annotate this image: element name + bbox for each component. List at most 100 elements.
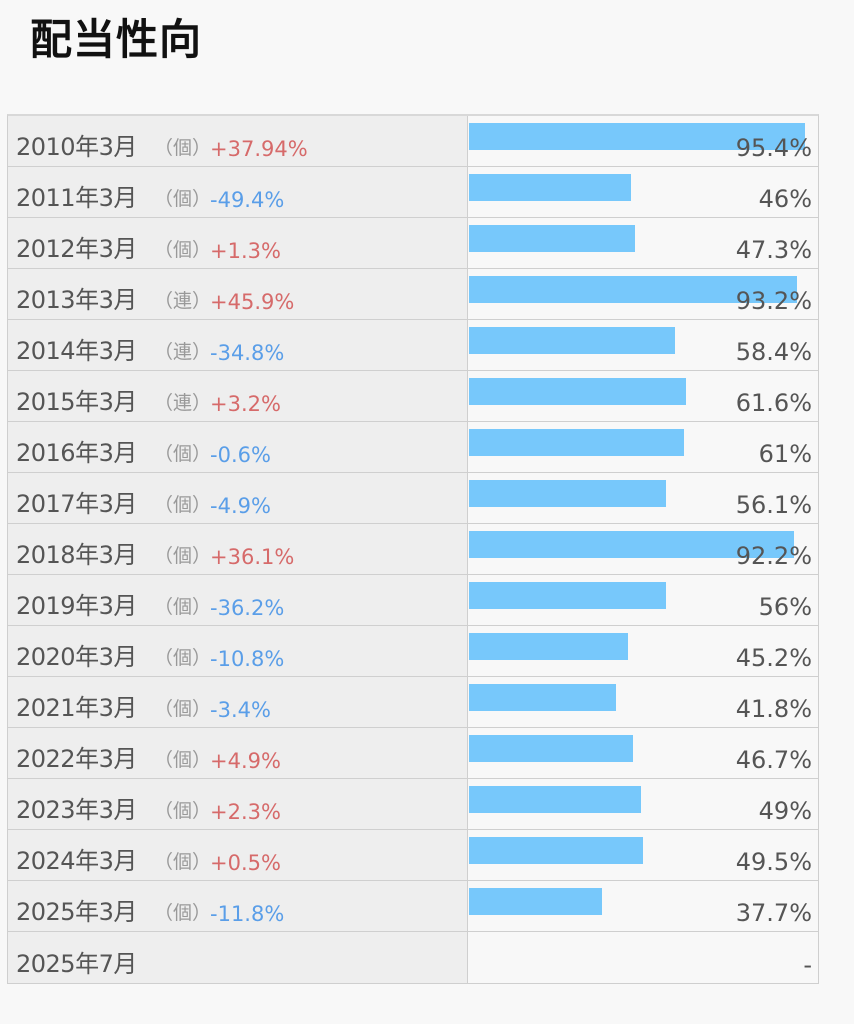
payout-bar bbox=[469, 786, 642, 813]
table-row: 2023年3月 （個） +2.3% 49% bbox=[8, 779, 818, 830]
period-label: 2016年3月 bbox=[16, 439, 137, 467]
bar-cell: 37.7% bbox=[468, 881, 818, 931]
payout-bar bbox=[469, 582, 667, 609]
period-cell: 2018年3月 （個） +36.1% bbox=[8, 524, 468, 574]
basis-label: （個） bbox=[154, 647, 212, 669]
page-title: 配当性向 bbox=[30, 15, 203, 64]
table-row: 2011年3月 （個） -49.4% 46% bbox=[8, 167, 818, 218]
period-cell: 2021年3月 （個） -3.4% bbox=[8, 677, 468, 727]
period-label: 2024年3月 bbox=[16, 847, 137, 875]
period-cell: 2017年3月 （個） -4.9% bbox=[8, 473, 468, 523]
period-label: 2013年3月 bbox=[16, 286, 137, 314]
payout-value-label: 41.8% bbox=[735, 695, 812, 723]
payout-value-label: 56% bbox=[758, 593, 812, 621]
change-label: -36.2% bbox=[210, 596, 285, 620]
basis-label: （個） bbox=[154, 800, 212, 822]
bar-cell: 93.2% bbox=[468, 269, 818, 319]
basis-label: （連） bbox=[154, 341, 212, 363]
change-label: +1.3% bbox=[210, 239, 281, 263]
payout-value-label: 58.4% bbox=[735, 338, 812, 366]
change-label: +3.2% bbox=[210, 392, 281, 416]
bar-cell: 46.7% bbox=[468, 728, 818, 778]
period-label: 2023年3月 bbox=[16, 796, 137, 824]
bar-cell: 49.5% bbox=[468, 830, 818, 880]
change-label: -0.6% bbox=[210, 443, 271, 467]
period-label: 2012年3月 bbox=[16, 235, 137, 263]
table-row: 2013年3月 （連） +45.9% 93.2% bbox=[8, 269, 818, 320]
payout-value-label: 61% bbox=[758, 440, 812, 468]
period-label: 2025年3月 bbox=[16, 898, 137, 926]
basis-label: （個） bbox=[154, 239, 212, 261]
payout-bar bbox=[469, 480, 667, 507]
table-row: 2010年3月 （個） +37.94% 95.4% bbox=[8, 116, 818, 167]
payout-value-label: 49% bbox=[758, 797, 812, 825]
basis-label: （個） bbox=[154, 443, 212, 465]
bar-cell: - bbox=[468, 932, 818, 983]
basis-label: （個） bbox=[154, 698, 212, 720]
table-row: 2024年3月 （個） +0.5% 49.5% bbox=[8, 830, 818, 881]
period-label: 2011年3月 bbox=[16, 184, 137, 212]
table-row: 2025年7月 - bbox=[8, 932, 818, 983]
table-row: 2019年3月 （個） -36.2% 56% bbox=[8, 575, 818, 626]
period-cell: 2011年3月 （個） -49.4% bbox=[8, 167, 468, 217]
payout-value-label: 92.2% bbox=[735, 542, 812, 570]
period-cell: 2019年3月 （個） -36.2% bbox=[8, 575, 468, 625]
basis-label: （個） bbox=[154, 851, 212, 873]
table-row: 2025年3月 （個） -11.8% 37.7% bbox=[8, 881, 818, 932]
change-label: +45.9% bbox=[210, 290, 295, 314]
payout-value-label: 47.3% bbox=[735, 236, 812, 264]
bar-cell: 41.8% bbox=[468, 677, 818, 727]
period-label: 2018年3月 bbox=[16, 541, 137, 569]
period-label: 2022年3月 bbox=[16, 745, 137, 773]
table-row: 2014年3月 （連） -34.8% 58.4% bbox=[8, 320, 818, 371]
payout-bar bbox=[469, 123, 805, 150]
payout-bar bbox=[469, 735, 634, 762]
payout-bar bbox=[469, 684, 617, 711]
bar-cell: 56.1% bbox=[468, 473, 818, 523]
payout-bar bbox=[469, 429, 684, 456]
payout-value-label: 95.4% bbox=[735, 134, 812, 162]
bar-cell: 47.3% bbox=[468, 218, 818, 268]
bar-cell: 56% bbox=[468, 575, 818, 625]
period-cell: 2013年3月 （連） +45.9% bbox=[8, 269, 468, 319]
payout-bar bbox=[469, 225, 636, 252]
bar-cell: 92.2% bbox=[468, 524, 818, 574]
table-row: 2020年3月 （個） -10.8% 45.2% bbox=[8, 626, 818, 677]
change-label: -49.4% bbox=[210, 188, 285, 212]
bar-cell: 46% bbox=[468, 167, 818, 217]
change-label: -34.8% bbox=[210, 341, 285, 365]
period-cell: 2012年3月 （個） +1.3% bbox=[8, 218, 468, 268]
payout-bar bbox=[469, 837, 644, 864]
payout-value-label: 56.1% bbox=[735, 491, 812, 519]
basis-label: （個） bbox=[154, 494, 212, 516]
payout-bar bbox=[469, 327, 675, 354]
basis-label: （個） bbox=[154, 188, 212, 210]
payout-bar bbox=[469, 276, 798, 303]
basis-label: （連） bbox=[154, 290, 212, 312]
period-label: 2025年7月 bbox=[16, 950, 137, 978]
payout-bar bbox=[469, 888, 602, 915]
change-label: -11.8% bbox=[210, 902, 285, 926]
change-label: +0.5% bbox=[210, 851, 281, 875]
bar-cell: 49% bbox=[468, 779, 818, 829]
period-cell: 2023年3月 （個） +2.3% bbox=[8, 779, 468, 829]
payout-value-label: 93.2% bbox=[735, 287, 812, 315]
payout-bar bbox=[469, 378, 686, 405]
period-label: 2021年3月 bbox=[16, 694, 137, 722]
period-cell: 2010年3月 （個） +37.94% bbox=[8, 116, 468, 166]
basis-label: （個） bbox=[154, 902, 212, 924]
table-row: 2021年3月 （個） -3.4% 41.8% bbox=[8, 677, 818, 728]
bar-cell: 58.4% bbox=[468, 320, 818, 370]
period-label: 2010年3月 bbox=[16, 133, 137, 161]
payout-ratio-table: 2010年3月 （個） +37.94% 95.4% 2011年3月 （個） -49.4% 46… bbox=[7, 114, 819, 984]
basis-label: （個） bbox=[154, 137, 212, 159]
table-row: 2017年3月 （個） -4.9% 56.1% bbox=[8, 473, 818, 524]
bar-cell: 61.6% bbox=[468, 371, 818, 421]
period-cell: 2024年3月 （個） +0.5% bbox=[8, 830, 468, 880]
change-label: +37.94% bbox=[210, 137, 308, 161]
payout-value-label: 37.7% bbox=[735, 899, 812, 927]
period-label: 2014年3月 bbox=[16, 337, 137, 365]
period-label: 2019年3月 bbox=[16, 592, 137, 620]
payout-value-label: - bbox=[803, 951, 812, 979]
payout-value-label: 46.7% bbox=[735, 746, 812, 774]
